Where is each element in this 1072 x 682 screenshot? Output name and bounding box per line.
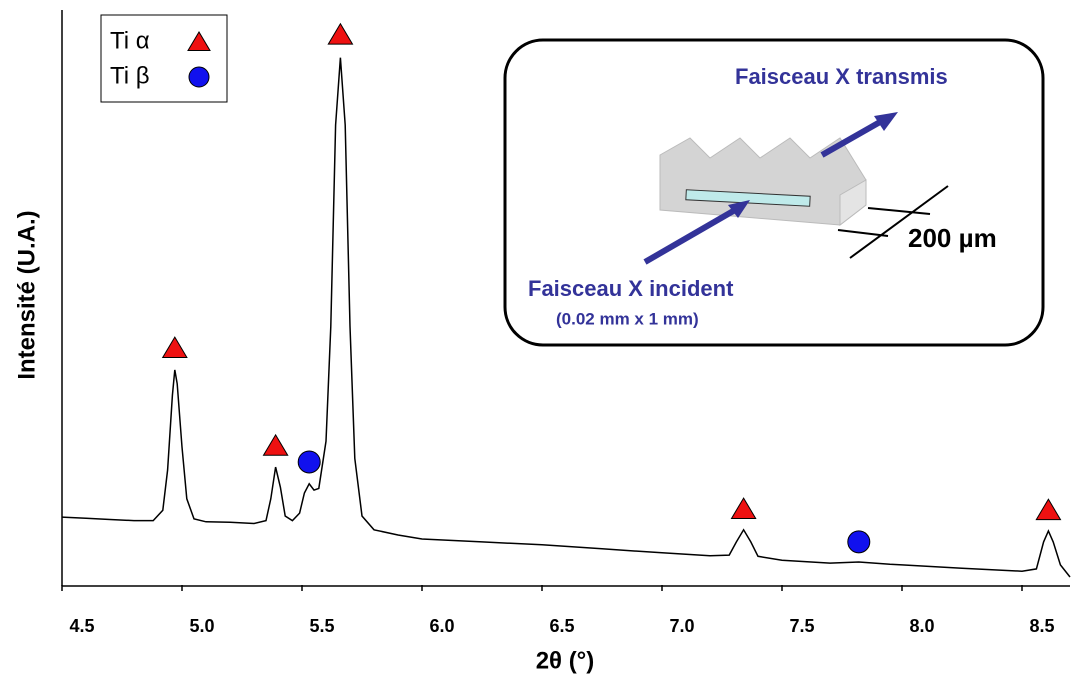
x-tick-label: 6.0 [429,616,454,636]
transmitted-beam [820,119,882,158]
x-axis-label: 2θ (°) [536,647,595,674]
annotation: Faisceau X incident [528,276,734,301]
legend [100,14,228,103]
sample-side [839,179,867,227]
x-tick-label: 7.5 [789,616,814,636]
inset: Faisceau X transmis Faisceau X incident … [503,38,1045,347]
arrow-head [874,112,898,131]
arrow-head [728,200,750,218]
x-tick-label: 6.5 [549,616,574,636]
dimension-line [849,185,949,259]
data-line [61,57,1071,578]
marker-circle [297,450,321,474]
legend-symbol [188,66,210,88]
y-axis-label: Intensité (U.A.) [13,210,40,379]
marker-triangle [1035,498,1062,521]
x-tick-label: 8.0 [909,616,934,636]
marker-triangle [262,433,289,456]
x-tick-label: 5.0 [189,616,214,636]
x-tick-label: 5.5 [309,616,334,636]
legend-label: Ti α [110,27,150,54]
marker-triangle [327,22,354,45]
x-tick-label: 4.5 [69,616,94,636]
marker-circle [847,530,871,554]
legend-label: Ti β [110,62,150,89]
incident-beam [643,207,737,265]
marker-triangle [161,336,188,358]
x-tick-label: 7.0 [669,616,694,636]
legend-symbol [187,31,211,51]
x-tick-label: 8.5 [1029,616,1054,636]
dimension-line [867,207,931,215]
annotation: (0.02 mm x 1 mm) [556,309,699,328]
annotation: 200 µm [908,223,997,253]
annotation: Faisceau X transmis [735,64,948,89]
marker-triangle [730,497,757,519]
